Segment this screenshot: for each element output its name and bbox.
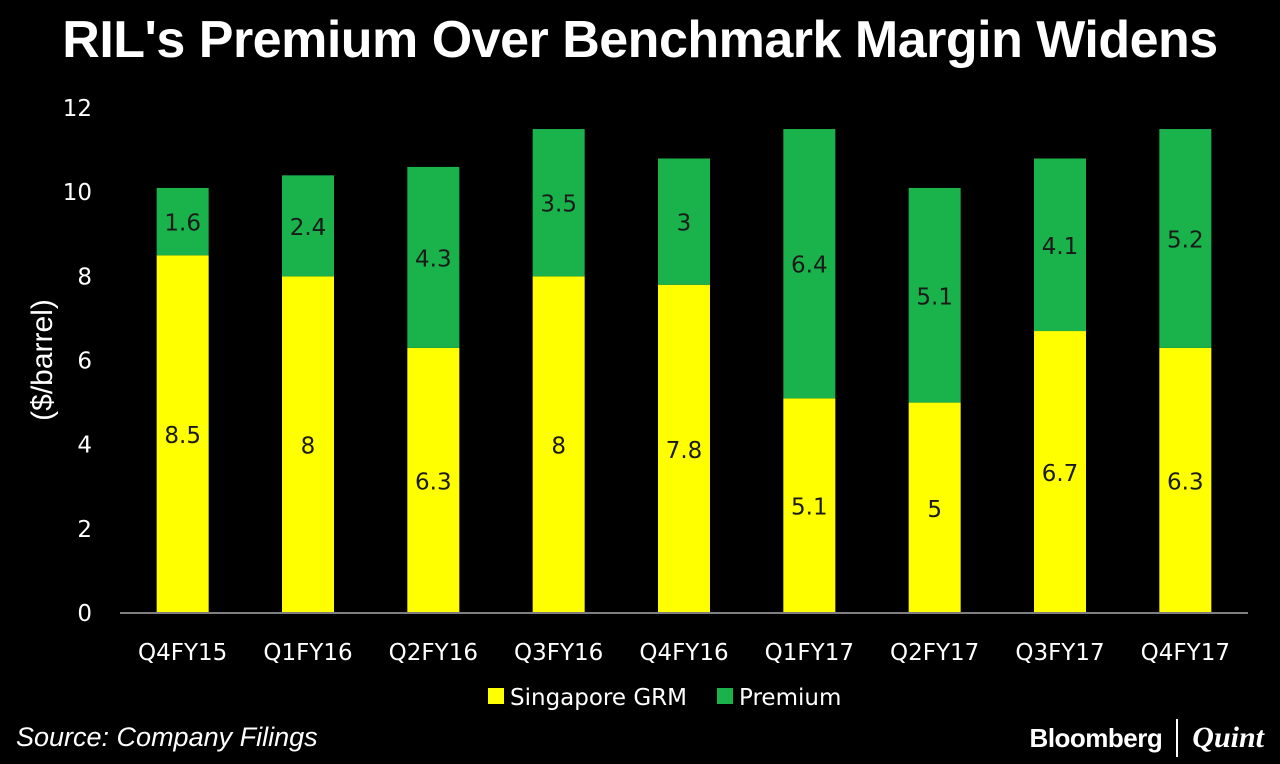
x-tick-label: Q2FY16 [389, 640, 478, 666]
bar-premium [282, 175, 334, 277]
data-label: 5.1 [916, 284, 953, 310]
y-tick-label: 10 [63, 180, 92, 206]
source-note: Source: Company Filings [16, 722, 318, 752]
data-label: 6.4 [791, 253, 828, 279]
brand-bloomberg: Bloomberg [1029, 722, 1163, 753]
y-tick-label: 6 [77, 349, 92, 375]
y-axis: 0 2 4 6 8 10 12 [63, 96, 92, 627]
legend-label-premium: Premium [739, 685, 841, 711]
x-tick-label: Q1FY16 [263, 640, 352, 666]
data-label: 8.5 [164, 423, 201, 449]
chart-title: RIL's Premium Over Benchmark Margin Wide… [62, 11, 1218, 69]
bar-premium [908, 187, 961, 403]
y-tick-label: 0 [77, 601, 92, 627]
x-tick-label: Q3FY16 [514, 640, 603, 666]
bar-singapore-grm [532, 276, 585, 613]
brand-divider [1176, 719, 1179, 757]
bar-premium [1034, 158, 1086, 332]
y-tick-label: 8 [77, 264, 92, 290]
data-label: 5.1 [791, 495, 828, 521]
bar-singapore-grm [282, 276, 334, 613]
bar-singapore-grm [1159, 347, 1212, 613]
bar-singapore-grm [156, 255, 209, 613]
y-tick-label: 12 [63, 96, 92, 122]
legend-swatch-singapore-grm [488, 688, 504, 704]
bar-premium [1159, 129, 1212, 348]
bar-singapore-grm [783, 398, 836, 613]
y-tick-label: 2 [77, 517, 92, 543]
data-label: 7.8 [666, 438, 703, 464]
x-tick-label: Q4FY17 [1141, 640, 1230, 666]
y-axis-label-group: ($/barrel) [26, 299, 59, 421]
bar-premium [407, 166, 460, 348]
data-label: 1.6 [164, 211, 201, 237]
y-axis-label: ($/barrel) [26, 299, 59, 421]
bars: 8.5 1.6 8 2.4 6.3 4.3 8 3.5 7.8 3 5.1 6.4 5 5.1 6.7 4.1… [156, 129, 1212, 613]
data-label: 2.4 [290, 215, 327, 241]
data-label: 6.3 [1167, 469, 1204, 495]
bar-singapore-grm [407, 347, 460, 613]
bar-premium [658, 158, 710, 285]
data-label: 3.5 [540, 192, 577, 218]
x-tick-label: Q4FY16 [639, 640, 728, 666]
data-label: 8 [551, 434, 566, 460]
x-tick-label: Q1FY17 [765, 640, 854, 666]
data-label: 6.3 [415, 469, 452, 495]
data-label: 8 [301, 434, 316, 460]
data-label: 5 [927, 497, 942, 523]
data-label: 5.2 [1167, 227, 1204, 253]
bar-singapore-grm [908, 402, 961, 613]
bar-premium [532, 129, 585, 277]
y-tick-label: 4 [77, 433, 92, 459]
legend: Singapore GRM Premium [488, 685, 841, 711]
bar-premium [156, 187, 209, 256]
x-tick-label: Q4FY15 [138, 640, 227, 666]
data-label: 4.3 [415, 246, 452, 272]
data-label: 3 [677, 211, 692, 237]
bar-singapore-grm [1034, 331, 1086, 613]
x-tick-label: Q3FY17 [1015, 640, 1104, 666]
x-axis: Q4FY15 Q1FY16 Q2FY16 Q3FY16 Q4FY16 Q1FY17 Q2FY… [120, 612, 1248, 666]
bar-premium [783, 129, 836, 399]
data-label: 6.7 [1042, 461, 1079, 487]
brand-logo: Bloomberg Quint [1030, 716, 1264, 760]
legend-swatch-premium [717, 688, 733, 704]
bar-singapore-grm [658, 284, 710, 613]
legend-label-singapore-grm: Singapore GRM [510, 685, 687, 711]
x-tick-label: Q2FY17 [890, 640, 979, 666]
brand-quint: Quint [1192, 721, 1264, 754]
data-label: 4.1 [1042, 234, 1079, 260]
